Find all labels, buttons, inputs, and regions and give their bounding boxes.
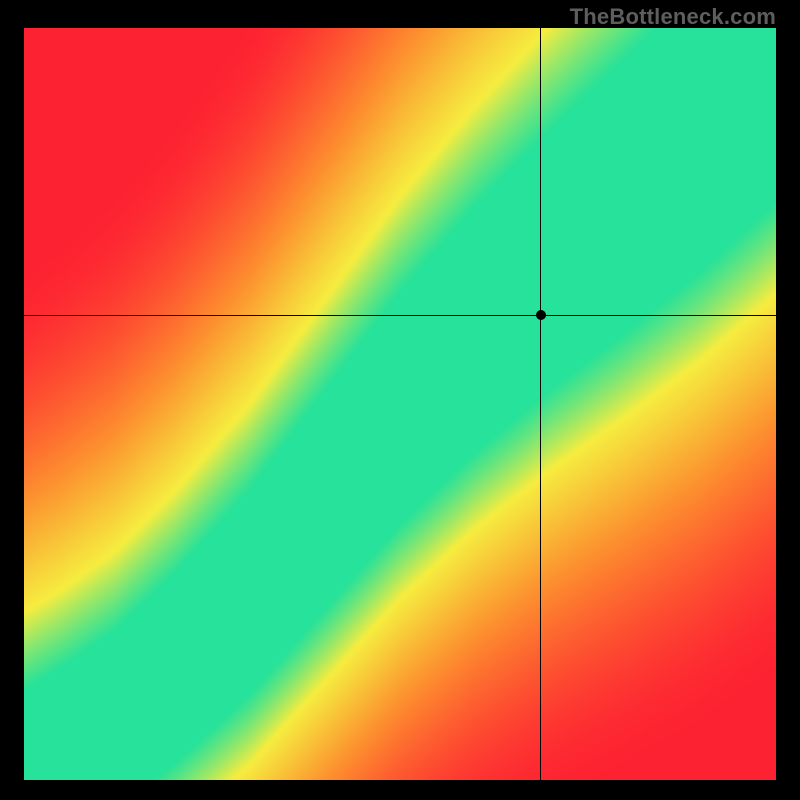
- crosshair-marker: [536, 310, 546, 320]
- crosshair-vertical: [540, 28, 541, 780]
- chart-container: { "watermark": { "text": "TheBottleneck.…: [0, 0, 800, 800]
- heatmap-plot: [24, 28, 776, 780]
- watermark-text: TheBottleneck.com: [570, 4, 776, 30]
- heatmap-canvas: [24, 28, 776, 780]
- crosshair-horizontal: [24, 315, 776, 316]
